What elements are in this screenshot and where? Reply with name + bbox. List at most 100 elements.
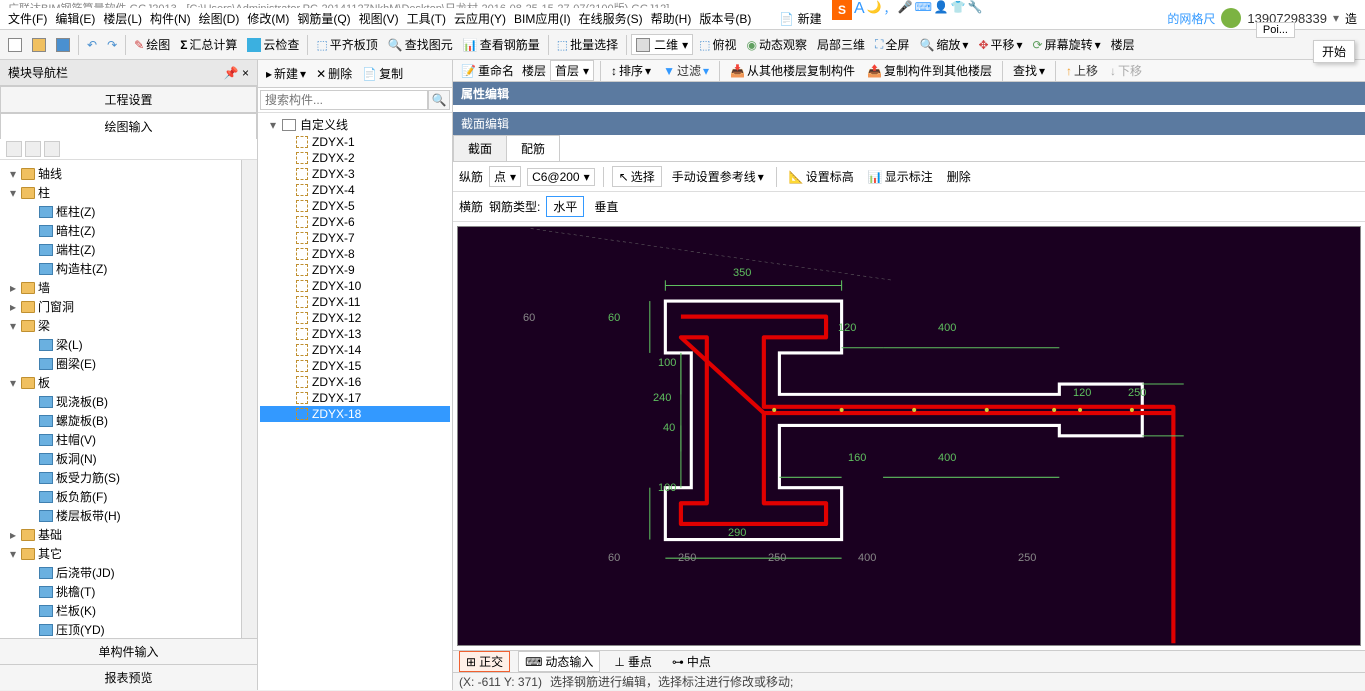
perp-snap[interactable]: ⊥ 垂点 (608, 652, 657, 671)
tab-single-input[interactable]: 单构件输入 (0, 638, 257, 664)
tree-item[interactable]: 板洞(N) (2, 449, 255, 468)
tree-item[interactable]: 螺旋板(B) (2, 411, 255, 430)
delete-rebar-button[interactable]: 删除 (943, 166, 975, 187)
list-item[interactable]: ZDYX-17 (260, 390, 450, 406)
save-button[interactable] (52, 36, 74, 54)
ime-wrench-icon[interactable]: 🔧 (968, 0, 983, 20)
tree-item[interactable]: 暗柱(Z) (2, 221, 255, 240)
redo-button[interactable]: ↷ (103, 36, 121, 54)
tree-item[interactable]: 后浇带(JD) (2, 563, 255, 582)
dyn-view-button[interactable]: ◉动态观察 (743, 34, 812, 55)
ctx-copyto-button[interactable]: 📤复制构件到其他楼层 (863, 60, 996, 81)
menu-item[interactable]: BIM应用(I) (510, 10, 575, 27)
ime-kbd-icon[interactable]: ⌨ (915, 0, 932, 20)
ctx-find-button[interactable]: 查找▾ (1009, 60, 1049, 81)
tab-report-preview[interactable]: 报表预览 (0, 664, 257, 690)
ime-s-icon[interactable]: S (832, 0, 852, 20)
create-button[interactable]: 造 (1345, 10, 1357, 27)
menu-item[interactable]: 工具(T) (403, 10, 450, 27)
list-item[interactable]: ZDYX-13 (260, 326, 450, 342)
menu-item[interactable]: 钢筋量(Q) (293, 10, 354, 27)
ctx-down-button[interactable]: ↓下移 (1106, 60, 1146, 81)
draw-button[interactable]: ✎绘图 (130, 34, 174, 55)
cloud-check-button[interactable]: 云检查 (243, 34, 303, 55)
floor-combo[interactable]: 首层 ▾ (550, 60, 594, 81)
tree-item[interactable]: ▾板 (2, 373, 255, 392)
list-item[interactable]: ZDYX-11 (260, 294, 450, 310)
tree-tool-3[interactable] (44, 141, 60, 157)
tree-item[interactable]: 框柱(Z) (2, 202, 255, 221)
list-item[interactable]: ZDYX-16 (260, 374, 450, 390)
list-item[interactable]: ZDYX-5 (260, 198, 450, 214)
ime-a-icon[interactable]: A (854, 0, 865, 20)
new-file-button[interactable] (4, 36, 26, 54)
ctx-rename-button[interactable]: 📝重命名 (457, 60, 518, 81)
local-3d-button[interactable]: 局部三维 (813, 34, 869, 55)
list-item[interactable]: ZDYX-1 (260, 134, 450, 150)
flat-top-button[interactable]: ⬚平齐板顶 (312, 34, 381, 55)
tree-item[interactable]: 挑檐(T) (2, 582, 255, 601)
ime-moon-icon[interactable]: 🌙 (867, 0, 882, 20)
floor-button[interactable]: 楼层 (1107, 34, 1139, 55)
list-item[interactable]: ZDYX-7 (260, 230, 450, 246)
list-item[interactable]: ZDYX-6 (260, 214, 450, 230)
rebar-spec-combo[interactable]: C6@200 ▾ (527, 168, 595, 186)
ctx-filter-button[interactable]: ▼过滤▾ (659, 60, 713, 81)
ctx-copyfrom-button[interactable]: 📥从其他楼层复制构件 (726, 60, 859, 81)
ime-comma-icon[interactable]: ， (884, 0, 896, 20)
tree-item[interactable]: 柱帽(V) (2, 430, 255, 449)
tree-item[interactable]: ▾柱 (2, 183, 255, 202)
list-item[interactable]: ZDYX-3 (260, 166, 450, 182)
start-button[interactable]: 开始 (1313, 40, 1355, 63)
zoom-button[interactable]: 🔍缩放 ▾ (915, 34, 972, 55)
menu-item[interactable]: 视图(V) (355, 10, 403, 27)
tree-item[interactable]: ▾其它 (2, 544, 255, 563)
tree-item[interactable]: 端柱(Z) (2, 240, 255, 259)
tree-item[interactable]: ▸墙 (2, 278, 255, 297)
tree-item[interactable]: 板受力筋(S) (2, 468, 255, 487)
tree-tool-2[interactable] (25, 141, 41, 157)
tree-item[interactable]: 楼层板带(H) (2, 506, 255, 525)
list-item[interactable]: ZDYX-15 (260, 358, 450, 374)
list-item[interactable]: ZDYX-14 (260, 342, 450, 358)
undo-button[interactable]: ↶ (83, 36, 101, 54)
tree-item[interactable]: 板负筋(F) (2, 487, 255, 506)
item-list[interactable]: ▾自定义线ZDYX-1ZDYX-2ZDYX-3ZDYX-4ZDYX-5ZDYX-… (258, 113, 452, 690)
menu-item[interactable]: 版本号(B) (695, 10, 755, 27)
tree-tool-1[interactable] (6, 141, 22, 157)
section-canvas[interactable]: 350 120 400 60 60 100 240 40 100 120 250… (457, 226, 1361, 646)
view-rebar-button[interactable]: 📊查看钢筋量 (459, 34, 544, 55)
menu-item[interactable]: 在线服务(S) (575, 10, 647, 27)
select-button[interactable]: ↖ 选择 (612, 166, 662, 187)
menu-new[interactable]: 📄 新建 (775, 10, 825, 27)
manual-ref-button[interactable]: 手动设置参考线 ▾ (668, 166, 768, 187)
tree-item[interactable]: 现浇板(B) (2, 392, 255, 411)
list-item[interactable]: ZDYX-18 (260, 406, 450, 422)
list-item[interactable]: ZDYX-9 (260, 262, 450, 278)
ime-person-icon[interactable]: 👤 (934, 0, 949, 20)
point-combo[interactable]: 点 ▾ (489, 166, 521, 187)
component-tree[interactable]: ▾轴线▾柱框柱(Z)暗柱(Z)端柱(Z)构造柱(Z)▸墙▸门窗洞▾梁梁(L)圈梁… (0, 160, 257, 638)
list-item[interactable]: ZDYX-10 (260, 278, 450, 294)
list-item[interactable]: ZDYX-2 (260, 150, 450, 166)
tab-project-settings[interactable]: 工程设置 (0, 86, 257, 113)
menu-item[interactable]: 帮助(H) (647, 10, 696, 27)
tree-item[interactable]: ▾轴线 (2, 164, 255, 183)
menu-item[interactable]: 云应用(Y) (450, 10, 510, 27)
tree-item[interactable]: ▸门窗洞 (2, 297, 255, 316)
panel-pin-icon[interactable]: 📌 × (224, 66, 249, 80)
menu-item[interactable]: 编辑(E) (51, 10, 99, 27)
find-elem-button[interactable]: 🔍查找图元 (384, 34, 457, 55)
ctx-new-button[interactable]: ▸新建▾ (262, 63, 310, 84)
search-button[interactable]: 🔍 (428, 90, 450, 110)
mid-snap[interactable]: ⊶ 中点 (666, 652, 717, 671)
menu-item[interactable]: 楼层(L) (99, 10, 146, 27)
tab-draw-input[interactable]: 绘图输入 (0, 113, 257, 139)
search-input[interactable] (260, 90, 428, 110)
set-elev-button[interactable]: 📐设置标高 (785, 166, 858, 187)
ortho-toggle[interactable]: ⊞ 正交 (459, 651, 510, 672)
list-item[interactable]: ZDYX-4 (260, 182, 450, 198)
dyn-input-toggle[interactable]: ⌨ 动态输入 (518, 651, 600, 672)
tab-section[interactable]: 截面 (453, 135, 507, 161)
fullscreen-button[interactable]: ⛶全屏 (871, 34, 913, 55)
